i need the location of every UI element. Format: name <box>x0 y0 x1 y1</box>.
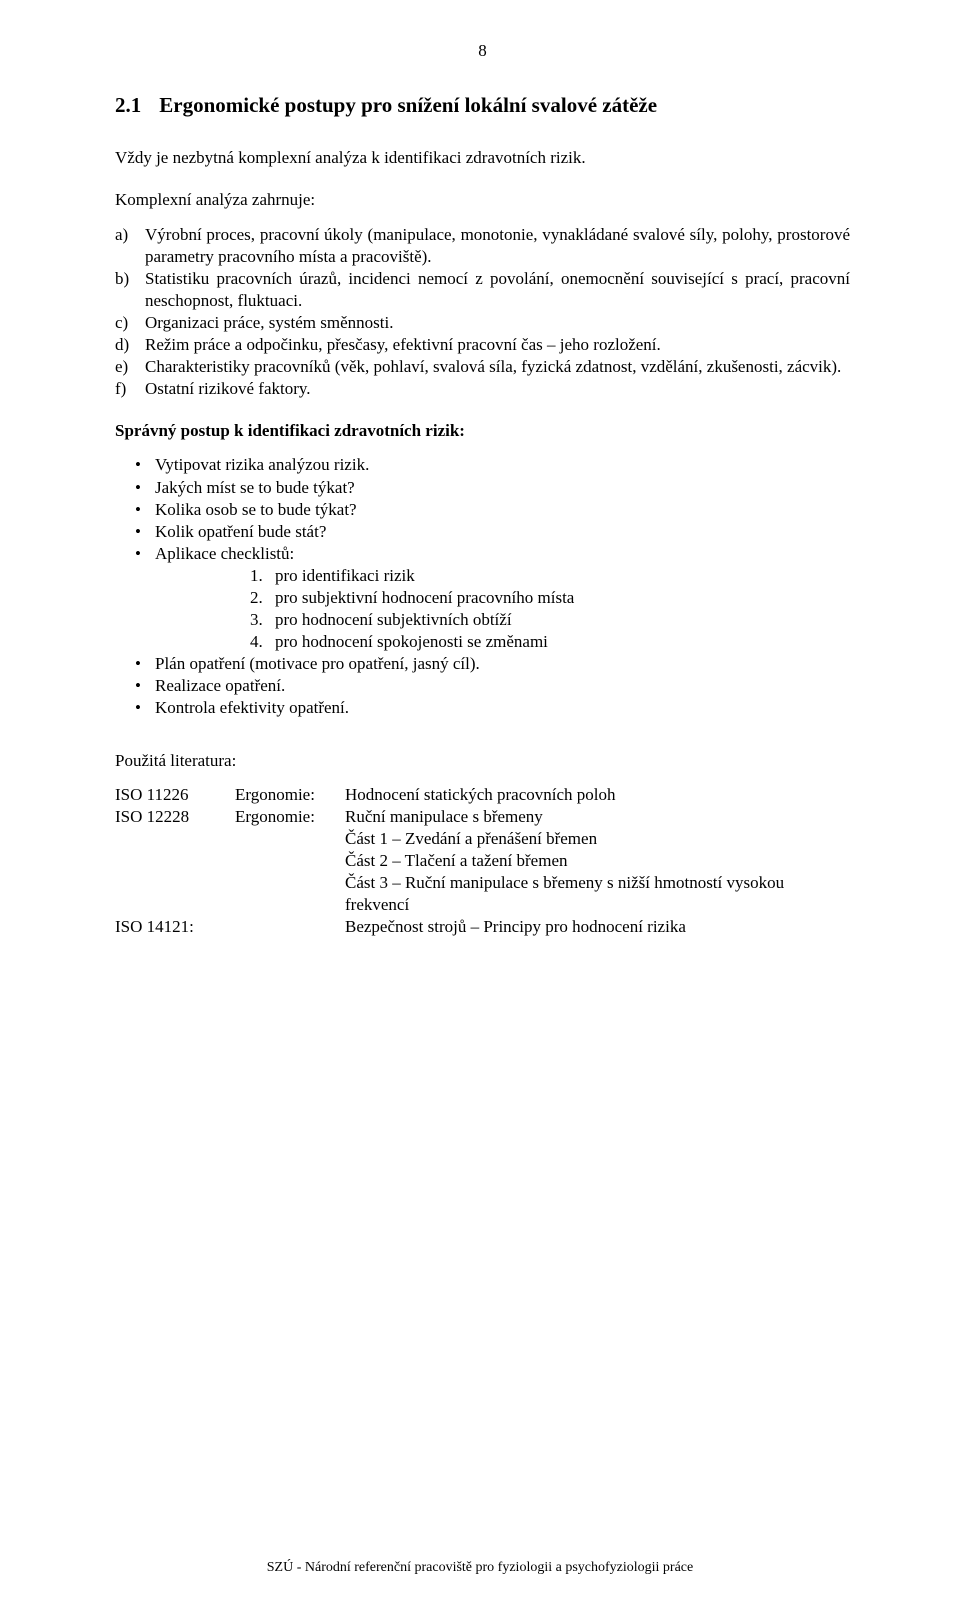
list-text: Kolika osob se to bude týkat? <box>155 500 357 519</box>
literature-table: ISO 11226 Ergonomie: Hodnocení statickýc… <box>115 784 850 939</box>
list-item: d) Režim práce a odpočinku, přesčasy, efe… <box>115 334 850 356</box>
list-text: pro identifikaci rizik <box>275 566 415 585</box>
list-text: Realizace opatření. <box>155 676 285 695</box>
list-item: 4. pro hodnocení spokojenosti se změnami <box>155 631 850 653</box>
list-item: Vytipovat rizika analýzou rizik. <box>115 454 850 476</box>
list-text: Statistiku pracovních úrazů, incidenci n… <box>145 269 850 310</box>
list-text: pro subjektivní hodnocení pracovního mís… <box>275 588 574 607</box>
literature-heading: Použitá literatura: <box>115 750 850 772</box>
lead-line: Komplexní analýza zahrnuje: <box>115 189 850 211</box>
list-text: Režim práce a odpočinku, přesčasy, efekt… <box>145 335 661 354</box>
table-row: ISO 12228 Ergonomie: Ruční manipulace s … <box>115 806 850 828</box>
list-item: f) Ostatní rizikové faktory. <box>115 378 850 400</box>
page-footer: SZÚ - Národní referenční pracoviště pro … <box>0 1559 960 1577</box>
list-marker: e) <box>115 356 128 378</box>
list-marker: 1. <box>250 565 263 587</box>
list-marker: c) <box>115 312 128 334</box>
list-marker: f) <box>115 378 126 400</box>
list-text: Organizaci práce, systém směnnosti. <box>145 313 393 332</box>
list-item: 1. pro identifikaci rizik <box>155 565 850 587</box>
intro-paragraph: Vždy je nezbytná komplexní analýza k ide… <box>115 147 850 169</box>
table-row: Část 3 – Ruční manipulace s břemeny s ni… <box>115 872 850 916</box>
list-item: Jakých míst se to bude týkat? <box>115 477 850 499</box>
lit-category: Ergonomie: <box>235 806 345 828</box>
lit-category: Ergonomie: <box>235 784 345 806</box>
list-text: Kontrola efektivity opatření. <box>155 698 349 717</box>
list-item: Realizace opatření. <box>115 675 850 697</box>
table-row: ISO 11226 Ergonomie: Hodnocení statickýc… <box>115 784 850 806</box>
subsection-heading: Správný postup k identifikaci zdravotníc… <box>115 420 850 442</box>
list-text: Aplikace checklistů: <box>155 544 294 563</box>
list-item: c) Organizaci práce, systém směnnosti. <box>115 312 850 334</box>
list-item: 3. pro hodnocení subjektivních obtíží <box>155 609 850 631</box>
list-item: Aplikace checklistů: 1. pro identifikaci … <box>115 543 850 653</box>
list-marker: 4. <box>250 631 263 653</box>
table-row: ISO 14121: Bezpečnost strojů – Principy … <box>115 916 850 938</box>
list-text: Kolik opatření bude stát? <box>155 522 326 541</box>
table-row: Část 2 – Tlačení a tažení břemen <box>115 850 850 872</box>
lit-desc: Ruční manipulace s břemeny <box>345 806 850 828</box>
page-container: 8 2.1 Ergonomické postupy pro snížení lok… <box>0 0 960 1617</box>
list-text: pro hodnocení subjektivních obtíží <box>275 610 512 629</box>
list-text: Vytipovat rizika analýzou rizik. <box>155 455 369 474</box>
list-text: Plán opatření (motivace pro opatření, ja… <box>155 654 480 673</box>
lit-desc: Část 1 – Zvedání a přenášení břemen <box>345 828 850 850</box>
lit-desc: Část 2 – Tlačení a tažení břemen <box>345 850 850 872</box>
list-text: Jakých míst se to bude týkat? <box>155 478 355 497</box>
lit-desc: Část 3 – Ruční manipulace s břemeny s ni… <box>345 872 850 916</box>
list-marker: 2. <box>250 587 263 609</box>
list-text: Charakteristiky pracovníků (věk, pohlaví… <box>145 357 841 376</box>
list-text: pro hodnocení spokojenosti se změnami <box>275 632 548 651</box>
section-number: 2.1 <box>115 92 141 119</box>
list-item: 2. pro subjektivní hodnocení pracovního m… <box>155 587 850 609</box>
list-item: Kontrola efektivity opatření. <box>115 697 850 719</box>
section-heading: 2.1 Ergonomické postupy pro snížení lokál… <box>115 92 850 119</box>
lit-code: ISO 12228 <box>115 806 235 828</box>
list-item: b) Statistiku pracovních úrazů, incidenci… <box>115 268 850 312</box>
lit-code: ISO 14121: <box>115 916 235 938</box>
list-marker: d) <box>115 334 129 356</box>
list-item: a) Výrobní proces, pracovní úkoly (manipu… <box>115 224 850 268</box>
list-marker: a) <box>115 224 128 246</box>
list-item: e) Charakteristiky pracovníků (věk, pohla… <box>115 356 850 378</box>
list-item: Kolika osob se to bude týkat? <box>115 499 850 521</box>
page-number: 8 <box>115 40 850 62</box>
list-marker: b) <box>115 268 129 290</box>
lettered-list: a) Výrobní proces, pracovní úkoly (manipu… <box>115 224 850 401</box>
table-row: Část 1 – Zvedání a přenášení břemen <box>115 828 850 850</box>
lit-desc: Hodnocení statických pracovních poloh <box>345 784 850 806</box>
bullet-list: Vytipovat rizika analýzou rizik. Jakých … <box>115 454 850 719</box>
lit-desc: Bezpečnost strojů – Principy pro hodnoce… <box>345 916 850 938</box>
list-item: Plán opatření (motivace pro opatření, ja… <box>115 653 850 675</box>
numbered-sublist: 1. pro identifikaci rizik 2. pro subjektiv… <box>155 565 850 653</box>
lit-code: ISO 11226 <box>115 784 235 806</box>
list-item: Kolik opatření bude stát? <box>115 521 850 543</box>
list-text: Výrobní proces, pracovní úkoly (manipula… <box>145 225 850 266</box>
list-marker: 3. <box>250 609 263 631</box>
section-title: Ergonomické postupy pro snížení lokální … <box>159 93 657 117</box>
list-text: Ostatní rizikové faktory. <box>145 379 311 398</box>
